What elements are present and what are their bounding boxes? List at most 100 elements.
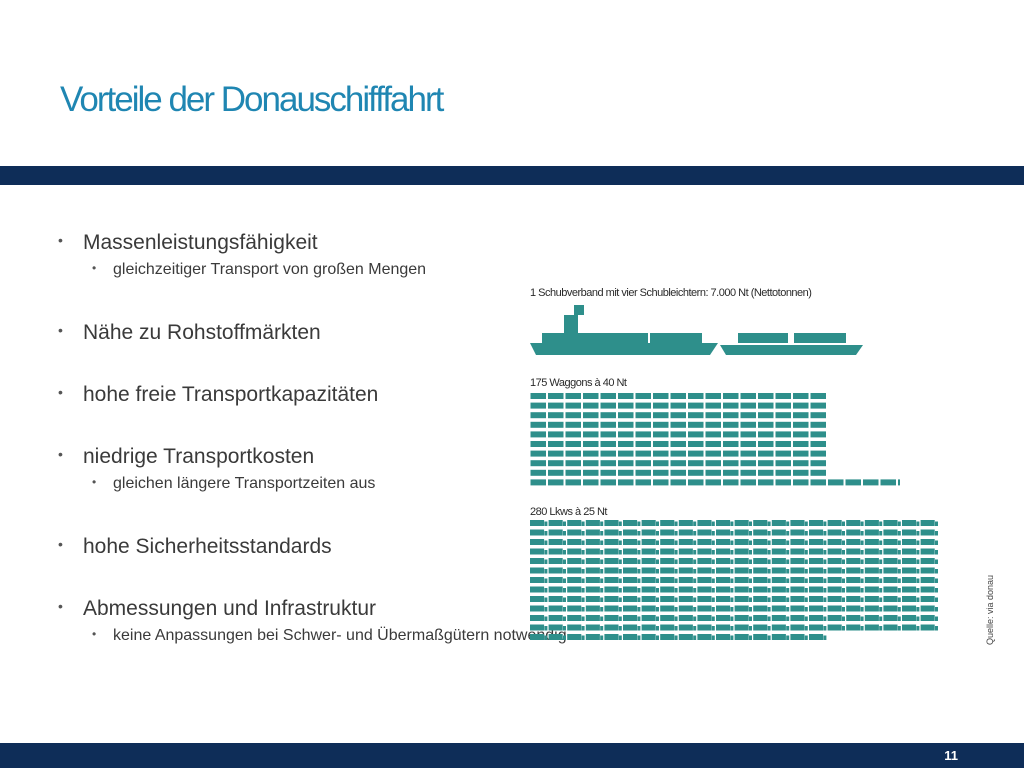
truck-icon [883, 539, 901, 545]
truck-icon [920, 539, 938, 545]
rail-wagon-icon [653, 479, 669, 486]
truck-icon [864, 548, 883, 555]
truck-icon [530, 558, 548, 564]
truck-icon [530, 634, 548, 640]
rail-wagon-icon [688, 393, 704, 399]
truck-icon [753, 548, 771, 555]
truck-icon [734, 624, 752, 631]
truck-icon [827, 539, 845, 545]
header-band [0, 166, 1024, 185]
truck-icon [883, 577, 901, 583]
truck-icon [678, 539, 697, 545]
rail-wagon-icon [600, 402, 616, 409]
truck-icon [697, 520, 715, 526]
truck-icon [567, 558, 585, 564]
rail-wagon-icon [723, 393, 739, 399]
page-number: 11 [944, 748, 958, 763]
truck-icon [641, 624, 659, 631]
rail-wagon-icon [618, 441, 634, 447]
truck-icon [660, 548, 678, 555]
rail-wagon-icon [688, 460, 704, 467]
truck-icon [716, 558, 734, 564]
truck-icon [846, 615, 864, 621]
truck-icon [623, 520, 641, 526]
rail-wagon-icon [740, 441, 756, 447]
rail-wagon-icon [705, 441, 721, 447]
truck-icon [716, 586, 734, 593]
truck-icon [734, 558, 752, 564]
truck-icon [530, 624, 548, 631]
rail-wagon-icon [565, 469, 581, 476]
truck-icon [604, 634, 622, 640]
truck-icon [864, 567, 883, 574]
rail-wagon-icon [688, 469, 704, 476]
truck-icon [585, 615, 604, 621]
truck-icon [604, 520, 622, 526]
truck-icon [790, 539, 808, 545]
rail-wagon-icon [635, 393, 651, 399]
rail-wagon-icon [793, 412, 809, 419]
rail-wagon-icon [775, 393, 791, 399]
truck-icon [641, 567, 659, 574]
truck-icon [902, 624, 920, 631]
rail-wagon-icon [530, 450, 546, 457]
truck-icon [678, 529, 697, 536]
truck-icon [697, 529, 715, 536]
truck-icon [902, 596, 920, 602]
truck-icon [585, 605, 604, 612]
rail-wagon-icon [775, 402, 791, 409]
rail-wagon-icon [583, 412, 599, 419]
rail-wagon-icon [670, 441, 686, 447]
truck-icon [920, 596, 938, 602]
truck-icon [548, 615, 566, 621]
rail-wagon-icon [723, 412, 739, 419]
truck-icon [864, 586, 883, 593]
truck-icon [846, 586, 864, 593]
truck-icon [864, 577, 883, 583]
rail-wagon-icon [583, 450, 599, 457]
truck-icon [567, 539, 585, 545]
truck-icon [678, 548, 697, 555]
truck-icon [864, 529, 883, 536]
truck-icon [771, 529, 790, 536]
truck-icon [660, 539, 678, 545]
truck-icon [660, 634, 678, 640]
truck-icon [827, 586, 845, 593]
truck-icon [623, 634, 641, 640]
bullet-text: Nähe zu Rohstoffmärkten [83, 321, 321, 344]
rail-wagon-icon [548, 479, 564, 486]
rail-wagon-icon [898, 479, 900, 486]
truck-icon [716, 577, 734, 583]
truck-icon [809, 577, 827, 583]
truck-icon [790, 567, 808, 574]
truck-icon [902, 567, 920, 574]
truck-icon [678, 624, 697, 631]
truck-icon [678, 558, 697, 564]
rail-wagon-icon [775, 412, 791, 419]
rail-wagon-icon [810, 460, 826, 467]
rail-wagon-icon [705, 412, 721, 419]
rail-wagon-icon [705, 450, 721, 457]
rail-wagon-icon [618, 460, 634, 467]
rail-wagon-icon [793, 421, 809, 428]
truck-icon [734, 548, 752, 555]
rail-wagon-icon [530, 469, 546, 476]
truck-icon [623, 605, 641, 612]
truck-icon [827, 567, 845, 574]
truck-icon [864, 558, 883, 564]
truck-icon [585, 624, 604, 631]
rail-wagon-icon [740, 431, 756, 438]
truck-icon [920, 548, 938, 555]
truck-icon [753, 558, 771, 564]
rail-wagon-icon [740, 450, 756, 457]
truck-icon [864, 615, 883, 621]
rail-wagon-icon [810, 412, 826, 419]
truck-icon [678, 567, 697, 574]
rail-wagon-icon [565, 441, 581, 447]
truck-icon [641, 577, 659, 583]
truck-icon [809, 634, 827, 640]
truck-icon [790, 558, 808, 564]
rail-wagon-icon [740, 469, 756, 476]
rail-wagon-icon [600, 412, 616, 419]
truck-icon [604, 558, 622, 564]
